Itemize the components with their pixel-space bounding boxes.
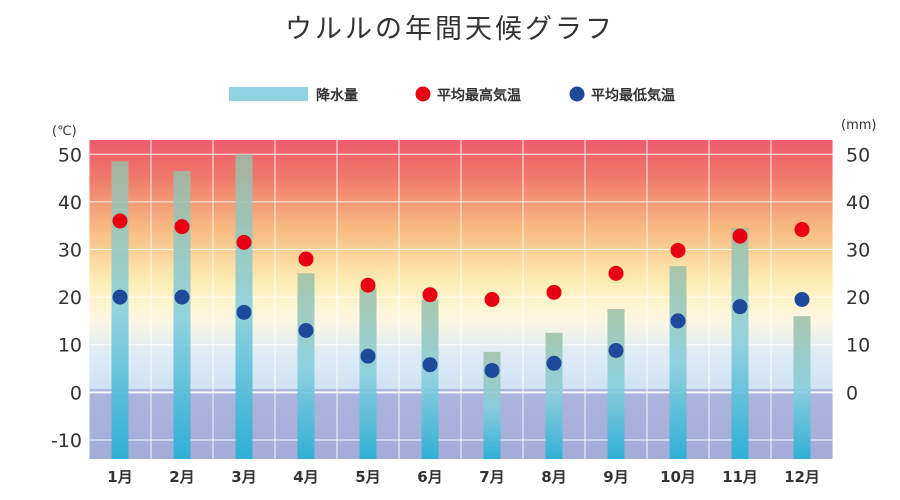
max-temp-point (360, 277, 376, 293)
min-temp-point (794, 292, 810, 307)
month-label: 1月 (107, 468, 132, 486)
month-label: 10月 (660, 468, 696, 486)
min-temp-point (732, 299, 748, 315)
max-temp-point (236, 234, 252, 250)
right-tick-label: 30 (846, 240, 870, 262)
max-temp-point (174, 219, 190, 235)
month-label: 4月 (293, 468, 318, 486)
precipitation-bar (669, 266, 687, 459)
month-label: 7月 (479, 468, 504, 486)
month-label: 3月 (231, 468, 256, 486)
min-temp-point (670, 313, 686, 329)
month-labels: 1月 2月 3月 4月 5月 6月 7月 8月 9月 10月 11月 12月 (107, 468, 820, 486)
right-tick-label: 10 (846, 335, 870, 357)
left-tick-label: 50 (58, 144, 82, 166)
left-tick-label: -10 (51, 430, 82, 452)
precipitation-bar (297, 273, 315, 459)
precipitation-bar (359, 287, 377, 459)
right-axis-ticks: 50 40 30 20 10 0 (846, 144, 870, 404)
legend-label-min-temp: 平均最低気温 (591, 87, 675, 104)
min-temp-points (112, 289, 810, 378)
min-temp-point (360, 348, 376, 364)
max-temp-point (112, 213, 128, 229)
max-temp-point (484, 292, 500, 307)
left-tick-label: 0 (70, 382, 82, 404)
month-label: 11月 (722, 468, 758, 486)
month-label: 9月 (603, 468, 628, 486)
min-temp-point (236, 304, 252, 320)
precipitation-bar (173, 170, 191, 459)
month-label: 6月 (417, 468, 442, 486)
month-label: 12月 (784, 468, 820, 486)
right-axis-unit: (mm) (841, 118, 876, 133)
left-tick-label: 40 (58, 192, 82, 214)
left-tick-label: 10 (58, 335, 82, 357)
max-temp-point (794, 222, 810, 238)
max-temp-point (670, 242, 686, 258)
legend-marker-min-temp (569, 86, 585, 102)
left-axis-unit: (℃) (52, 124, 77, 139)
month-label: 2月 (169, 468, 194, 486)
precipitation-bar (111, 161, 129, 460)
max-temp-point (608, 265, 624, 281)
precipitation-bar (545, 332, 563, 459)
min-temp-point (174, 289, 190, 305)
min-temp-point (608, 342, 624, 358)
gridlines (88, 140, 834, 459)
right-tick-label: 20 (846, 287, 870, 309)
precipitation-bar (421, 299, 439, 459)
left-axis-ticks: 50 40 30 20 10 0 -10 (51, 144, 82, 452)
precipitation-bar (793, 316, 811, 459)
month-label: 8月 (541, 468, 566, 486)
min-temp-point (484, 362, 500, 378)
min-temp-point (422, 357, 438, 373)
left-tick-label: 20 (58, 287, 82, 309)
max-temp-points (112, 213, 810, 307)
min-temp-point (546, 355, 562, 371)
right-tick-label: 40 (846, 192, 870, 214)
min-temp-point (298, 322, 314, 338)
max-temp-point (546, 284, 562, 300)
precipitation-bar (731, 228, 749, 459)
right-tick-label: 0 (846, 382, 858, 404)
max-temp-point (422, 287, 438, 303)
legend-swatch-precipitation (229, 87, 308, 101)
month-label: 5月 (355, 468, 380, 486)
precipitation-bar (607, 309, 625, 459)
precipitation-bars (111, 154, 811, 460)
precipitation-bar (483, 351, 501, 459)
max-temp-point (732, 228, 748, 244)
legend-label-precipitation: 降水量 (316, 87, 358, 104)
left-tick-label: 30 (58, 240, 82, 262)
legend-marker-max-temp (415, 86, 431, 102)
max-temp-point (298, 251, 314, 267)
right-tick-label: 50 (846, 144, 870, 166)
min-temp-point (112, 289, 128, 305)
chart-title: ウルルの年間天候グラフ (285, 14, 615, 45)
legend-label-max-temp: 平均最高気温 (437, 87, 521, 104)
legend: 降水量 平均最高気温 平均最低気温 (229, 86, 675, 104)
